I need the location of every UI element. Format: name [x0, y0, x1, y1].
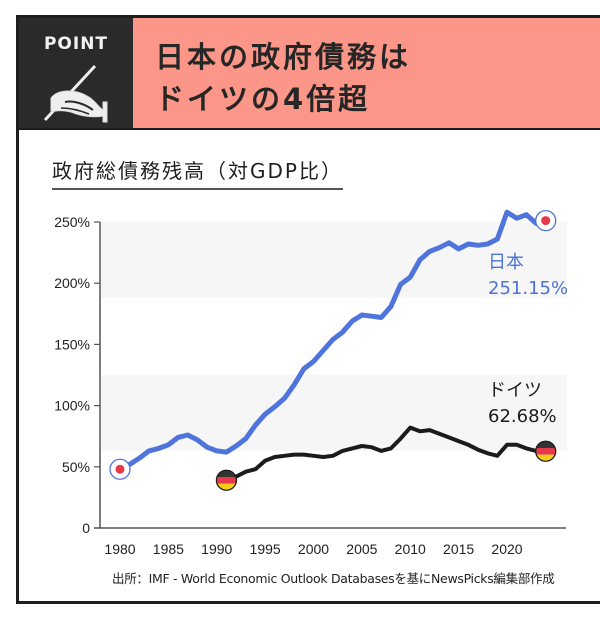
- x-tick-label: 2010: [395, 541, 426, 557]
- source-note: 出所：IMF - World Economic Outlook Database…: [112, 571, 555, 586]
- germany-flag-icon-end-black: [535, 441, 556, 449]
- japan-flag-icon-start-dot: [115, 464, 125, 474]
- series-line-germany: [224, 425, 548, 483]
- x-tick-label: 1990: [201, 541, 232, 557]
- x-tick-label: 2000: [298, 541, 329, 557]
- tick-labels: 0 50% 100% 150% 200% 250% 1980 1985 1990 1995 2000…: [54, 214, 523, 557]
- headline-line-2: ドイツの4倍超: [155, 82, 371, 116]
- japan-flag-icon-end-dot: [541, 216, 551, 226]
- chart-title: 政府総債務残高（対GDP比）: [52, 155, 343, 190]
- x-tick-label: 2015: [443, 541, 474, 557]
- germany-flag-icon-end: [535, 441, 556, 462]
- point-label: POINT: [43, 34, 109, 54]
- background-band: [101, 222, 567, 298]
- y-tick-label: 150%: [54, 336, 90, 352]
- quill-hand-icon: [43, 64, 108, 123]
- series-lines: [117, 209, 549, 483]
- x-tick-label: 1985: [153, 541, 184, 557]
- infographic-frame: POINT 日本の政府債務は ドイツの4倍超: [16, 15, 600, 604]
- y-tick-label: 200%: [54, 275, 90, 291]
- series-markers: [109, 209, 557, 491]
- japan-label: 日本: [488, 252, 524, 273]
- germany-flag-icon-start-ring: [215, 469, 238, 491]
- y-tick-label: 250%: [54, 214, 90, 230]
- germany-flag-icon-start-gold: [216, 483, 237, 491]
- japan-annotation: 日本 251.15%: [488, 250, 568, 302]
- headline: 日本の政府債務は ドイツの4倍超: [155, 36, 411, 120]
- germany-annotation: ドイツ 62.68%: [488, 378, 557, 430]
- x-tick-label: 2005: [346, 541, 377, 557]
- germany-flag-icon-end-ring: [535, 440, 557, 462]
- axes: [94, 221, 566, 529]
- x-tick-label: 1995: [250, 541, 281, 557]
- germany-flag-icon-end-gold: [535, 454, 556, 462]
- japan-value: 251.15%: [488, 278, 569, 299]
- headline-line-1: 日本の政府債務は: [155, 40, 412, 74]
- y-tick-label: 50%: [62, 459, 90, 475]
- germany-flag-icon-start-black: [216, 470, 237, 478]
- x-tick-label: 1980: [104, 541, 135, 557]
- germany-label: ドイツ: [488, 380, 542, 401]
- germany-flag-icon-end-red: [535, 447, 556, 455]
- header: POINT 日本の政府債務は ドイツの4倍超: [19, 18, 600, 130]
- headline-box: 日本の政府債務は ドイツの4倍超: [133, 18, 600, 128]
- point-badge: POINT: [19, 18, 133, 128]
- series-line-japan: [117, 209, 549, 472]
- germany-flag-icon-start: [216, 470, 237, 491]
- germany-flag-icon-start-red: [216, 476, 237, 484]
- y-tick-label: 100%: [54, 398, 90, 414]
- x-tick-label: 2020: [491, 541, 522, 557]
- y-tick-label: 0: [82, 520, 90, 536]
- germany-value: 62.68%: [488, 406, 557, 427]
